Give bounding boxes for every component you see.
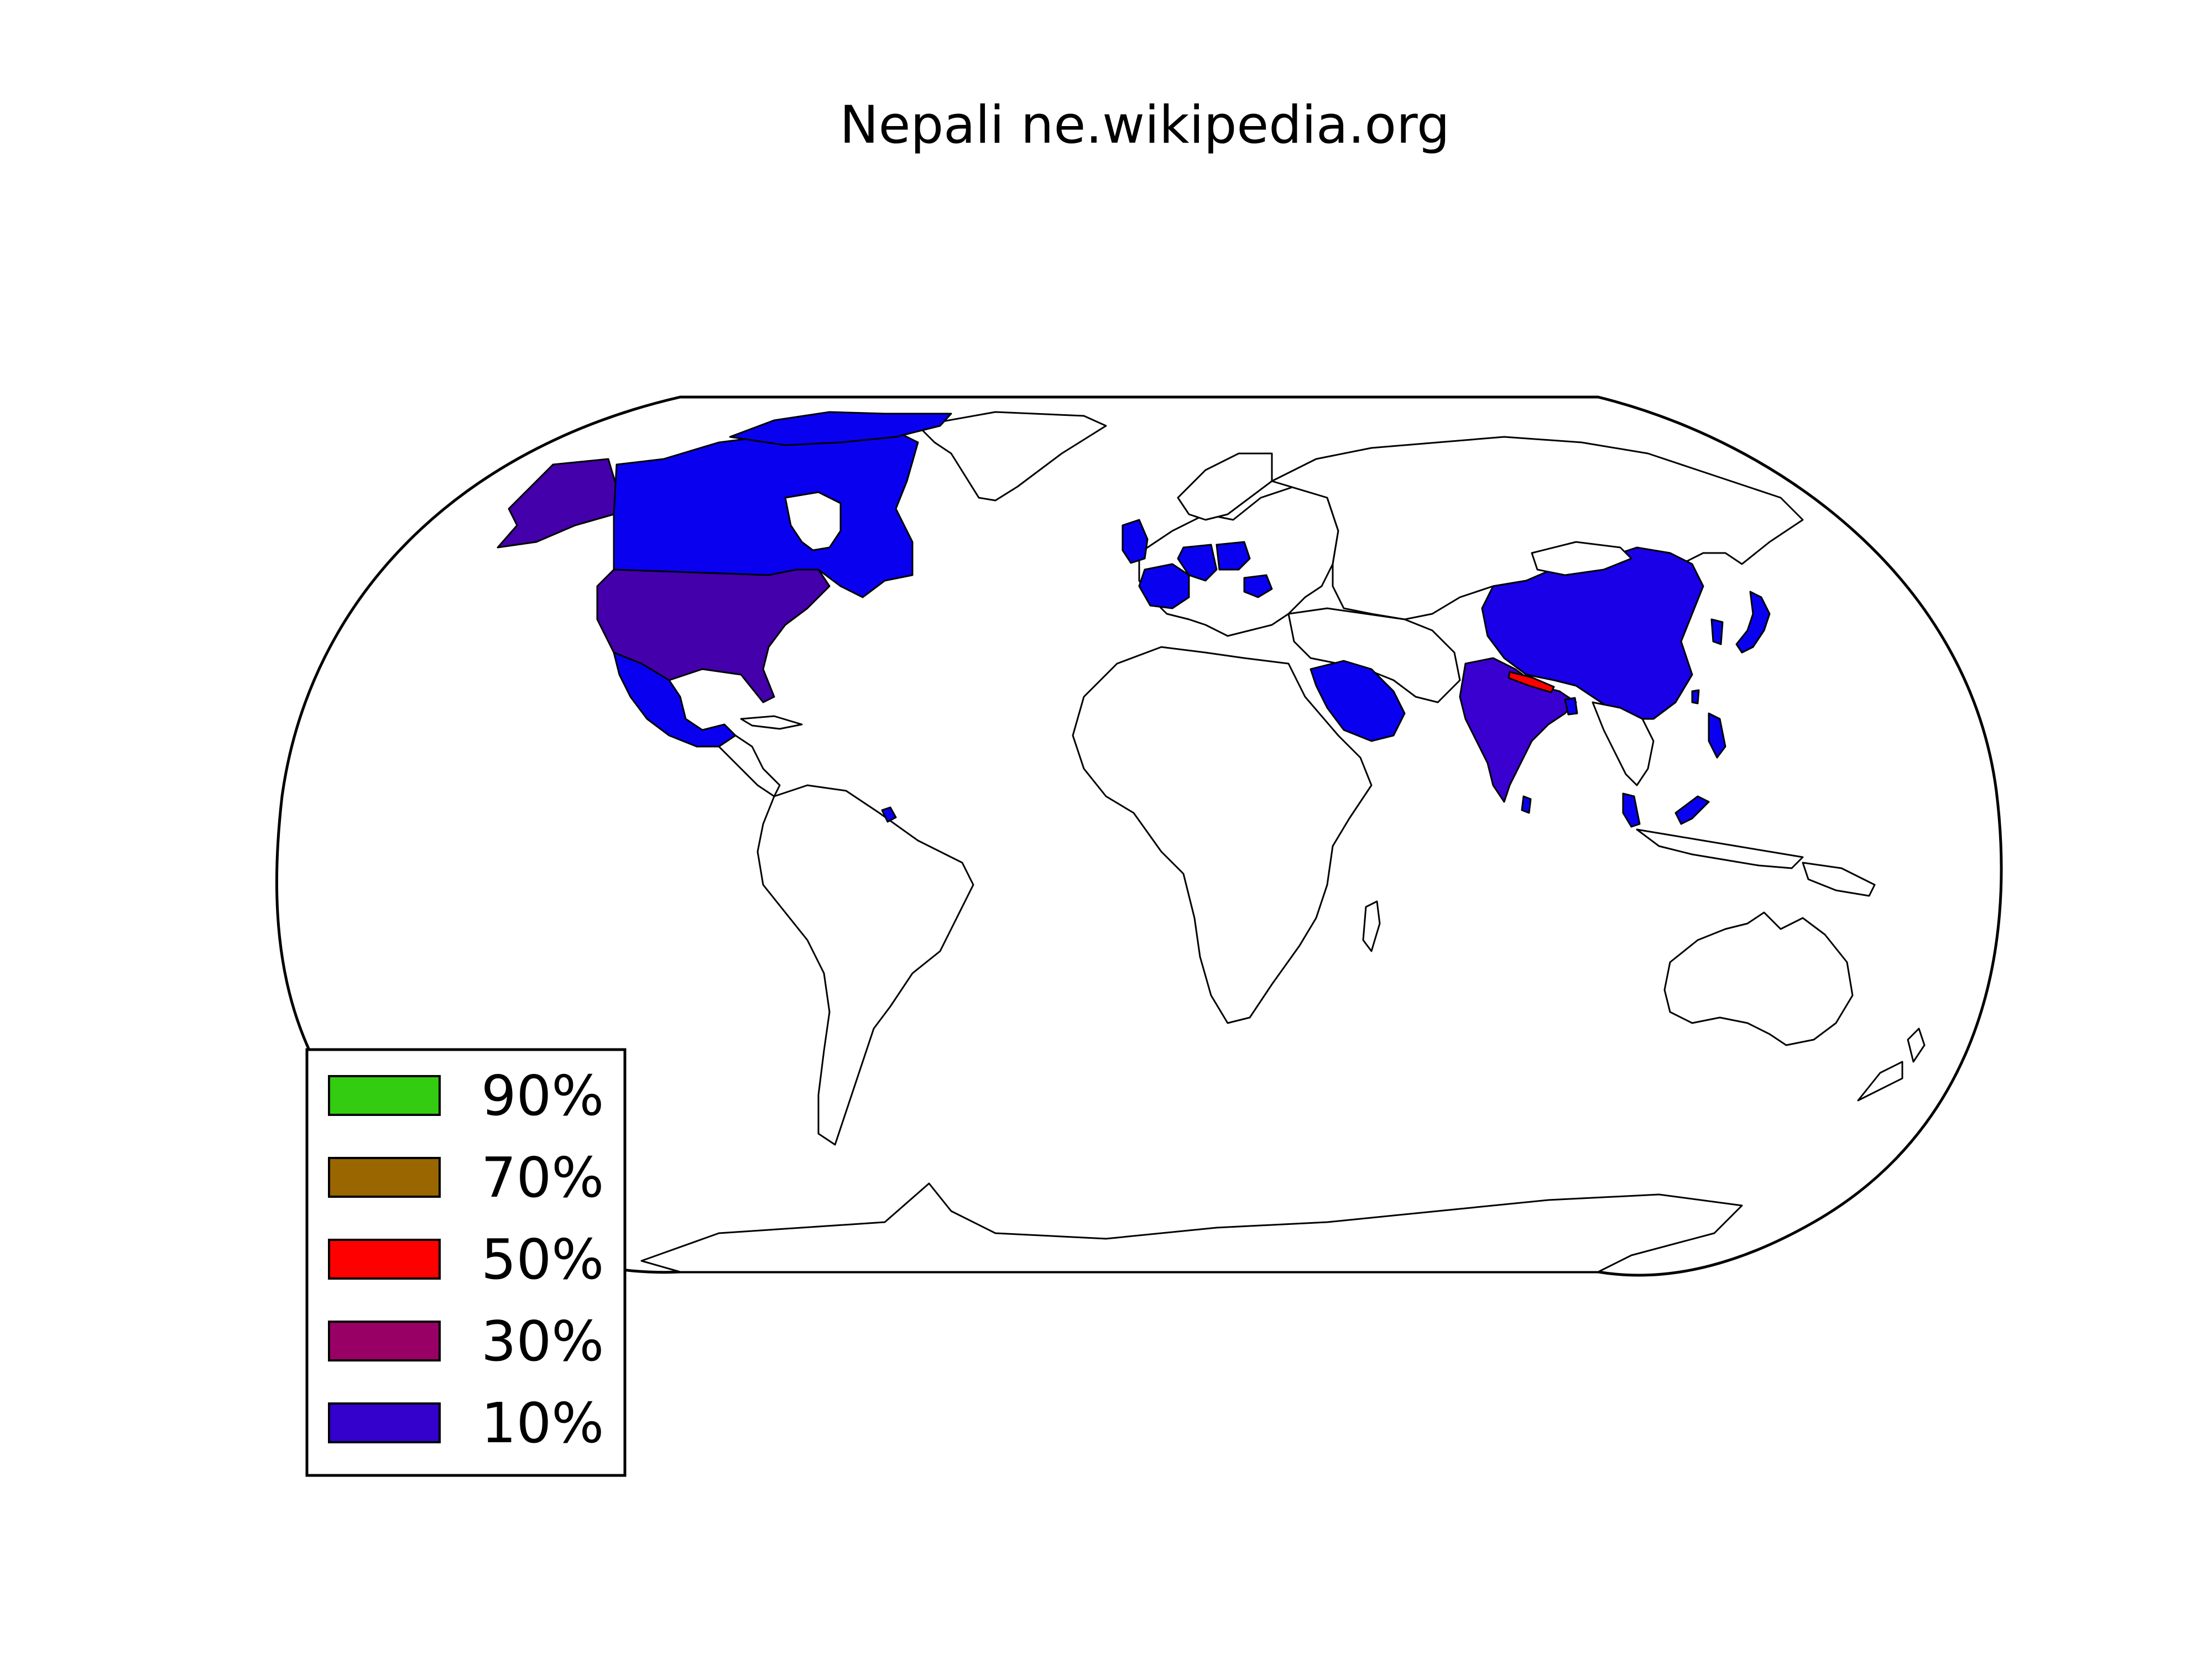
legend-swatch [328, 1402, 441, 1443]
region-taiwan [1691, 689, 1700, 705]
water-hudson-bay [784, 491, 842, 551]
region-united-kingdom [1121, 519, 1149, 564]
legend-label: 10% [481, 1391, 604, 1455]
legend: 90% 70% 50% 30% 10% [305, 1048, 627, 1477]
region-germany [1177, 544, 1218, 582]
region-new-guinea [1802, 862, 1876, 897]
region-malaysia [1622, 792, 1641, 828]
legend-swatch [328, 1239, 441, 1280]
region-southeast-asia [1592, 701, 1655, 786]
region-philippines [1708, 712, 1726, 759]
region-cuba [740, 715, 803, 730]
region-canada-islands [729, 411, 952, 446]
map-title: Nepali ne.wikipedia.org [839, 95, 1449, 155]
region-malaysia-borneo [1674, 795, 1710, 825]
region-alaska [497, 458, 618, 549]
region-africa [1072, 646, 1373, 1024]
region-south-korea [1710, 618, 1724, 645]
region-middle-east [1287, 607, 1461, 703]
legend-item: 30% [328, 1309, 604, 1374]
region-nepal [1507, 671, 1555, 693]
region-antarctica [640, 1182, 1743, 1273]
region-bangladesh [1564, 697, 1578, 716]
region-greenland [917, 411, 1107, 502]
region-romania [1243, 574, 1273, 598]
legend-item: 10% [328, 1391, 604, 1455]
region-indonesia [1636, 828, 1804, 869]
region-australia [1663, 911, 1854, 1046]
region-scandinavia [1177, 452, 1273, 521]
region-poland [1215, 541, 1251, 571]
region-mongolia [1531, 541, 1632, 576]
region-new-zealand [1857, 1027, 1926, 1102]
legend-item: 70% [328, 1145, 604, 1210]
region-suriname [881, 806, 897, 823]
legend-item: 90% [328, 1063, 604, 1128]
region-china [1481, 546, 1704, 720]
region-france [1138, 563, 1190, 609]
region-madagascar [1362, 900, 1381, 952]
land-masses [497, 411, 1926, 1273]
region-south-america [757, 784, 974, 1146]
region-sri-lanka [1521, 795, 1532, 814]
region-central-america [718, 734, 781, 797]
legend-swatch [328, 1075, 441, 1116]
region-saudi-arabia [1310, 660, 1406, 742]
legend-label: 50% [481, 1227, 604, 1292]
legend-swatch [328, 1321, 441, 1361]
legend-label: 90% [481, 1063, 604, 1128]
legend-item: 50% [328, 1227, 604, 1292]
legend-label: 30% [481, 1309, 604, 1374]
legend-swatch [328, 1157, 441, 1198]
legend-label: 70% [481, 1145, 604, 1210]
region-japan [1735, 591, 1771, 654]
